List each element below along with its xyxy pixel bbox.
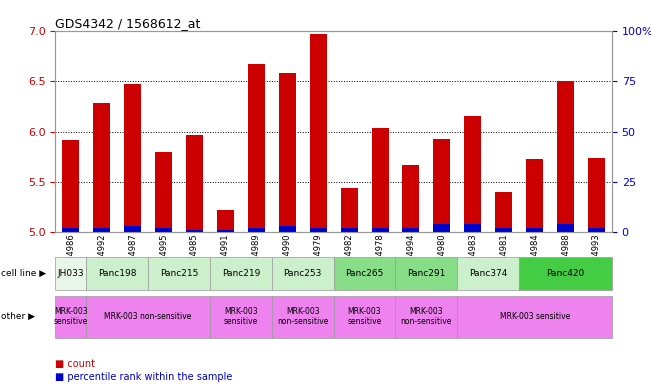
Bar bbox=[464, 224, 481, 232]
Text: Panc265: Panc265 bbox=[346, 269, 383, 278]
Bar bbox=[526, 228, 543, 232]
Bar bbox=[372, 228, 389, 232]
Bar bbox=[340, 228, 357, 232]
Bar bbox=[434, 139, 450, 232]
Bar bbox=[217, 230, 234, 232]
Bar bbox=[93, 228, 110, 232]
Text: GDS4342 / 1568612_at: GDS4342 / 1568612_at bbox=[55, 17, 201, 30]
Bar bbox=[557, 224, 574, 232]
Bar bbox=[588, 158, 605, 232]
Bar bbox=[402, 165, 419, 232]
Bar bbox=[495, 228, 512, 232]
Text: MRK-003
non-sensitive: MRK-003 non-sensitive bbox=[277, 307, 328, 326]
Bar bbox=[310, 34, 327, 232]
Text: Panc215: Panc215 bbox=[160, 269, 198, 278]
Text: Panc374: Panc374 bbox=[469, 269, 507, 278]
Bar bbox=[186, 134, 203, 232]
Bar bbox=[155, 152, 172, 232]
Bar bbox=[124, 226, 141, 232]
Text: MRK-003
non-sensitive: MRK-003 non-sensitive bbox=[401, 307, 452, 326]
Bar bbox=[248, 64, 265, 232]
Bar bbox=[588, 228, 605, 232]
Text: ■ count: ■ count bbox=[55, 359, 95, 369]
Text: JH033: JH033 bbox=[57, 269, 84, 278]
Bar bbox=[186, 230, 203, 232]
Text: other ▶: other ▶ bbox=[1, 312, 35, 321]
Bar bbox=[155, 228, 172, 232]
Text: MRK-003 non-sensitive: MRK-003 non-sensitive bbox=[104, 312, 192, 321]
Text: Panc420: Panc420 bbox=[546, 269, 585, 278]
Text: ■ percentile rank within the sample: ■ percentile rank within the sample bbox=[55, 372, 232, 382]
Text: Panc198: Panc198 bbox=[98, 269, 137, 278]
Bar bbox=[557, 81, 574, 232]
Bar bbox=[402, 228, 419, 232]
Bar bbox=[310, 228, 327, 232]
Text: Panc219: Panc219 bbox=[222, 269, 260, 278]
Bar bbox=[434, 224, 450, 232]
Bar bbox=[217, 210, 234, 232]
Bar bbox=[372, 129, 389, 232]
Text: MRK-003
sensitive: MRK-003 sensitive bbox=[53, 307, 88, 326]
Bar bbox=[279, 73, 296, 232]
Text: MRK-003
sensitive: MRK-003 sensitive bbox=[224, 307, 258, 326]
Bar bbox=[62, 228, 79, 232]
Bar bbox=[340, 188, 357, 232]
Text: MRK-003
sensitive: MRK-003 sensitive bbox=[348, 307, 381, 326]
Bar bbox=[495, 192, 512, 232]
Bar bbox=[124, 84, 141, 232]
Text: Panc253: Panc253 bbox=[284, 269, 322, 278]
Bar bbox=[93, 103, 110, 232]
Bar bbox=[62, 140, 79, 232]
Text: Panc291: Panc291 bbox=[408, 269, 445, 278]
Text: cell line ▶: cell line ▶ bbox=[1, 269, 46, 278]
Bar bbox=[248, 228, 265, 232]
Bar bbox=[526, 159, 543, 232]
Text: MRK-003 sensitive: MRK-003 sensitive bbox=[499, 312, 570, 321]
Bar bbox=[279, 226, 296, 232]
Bar bbox=[464, 116, 481, 232]
